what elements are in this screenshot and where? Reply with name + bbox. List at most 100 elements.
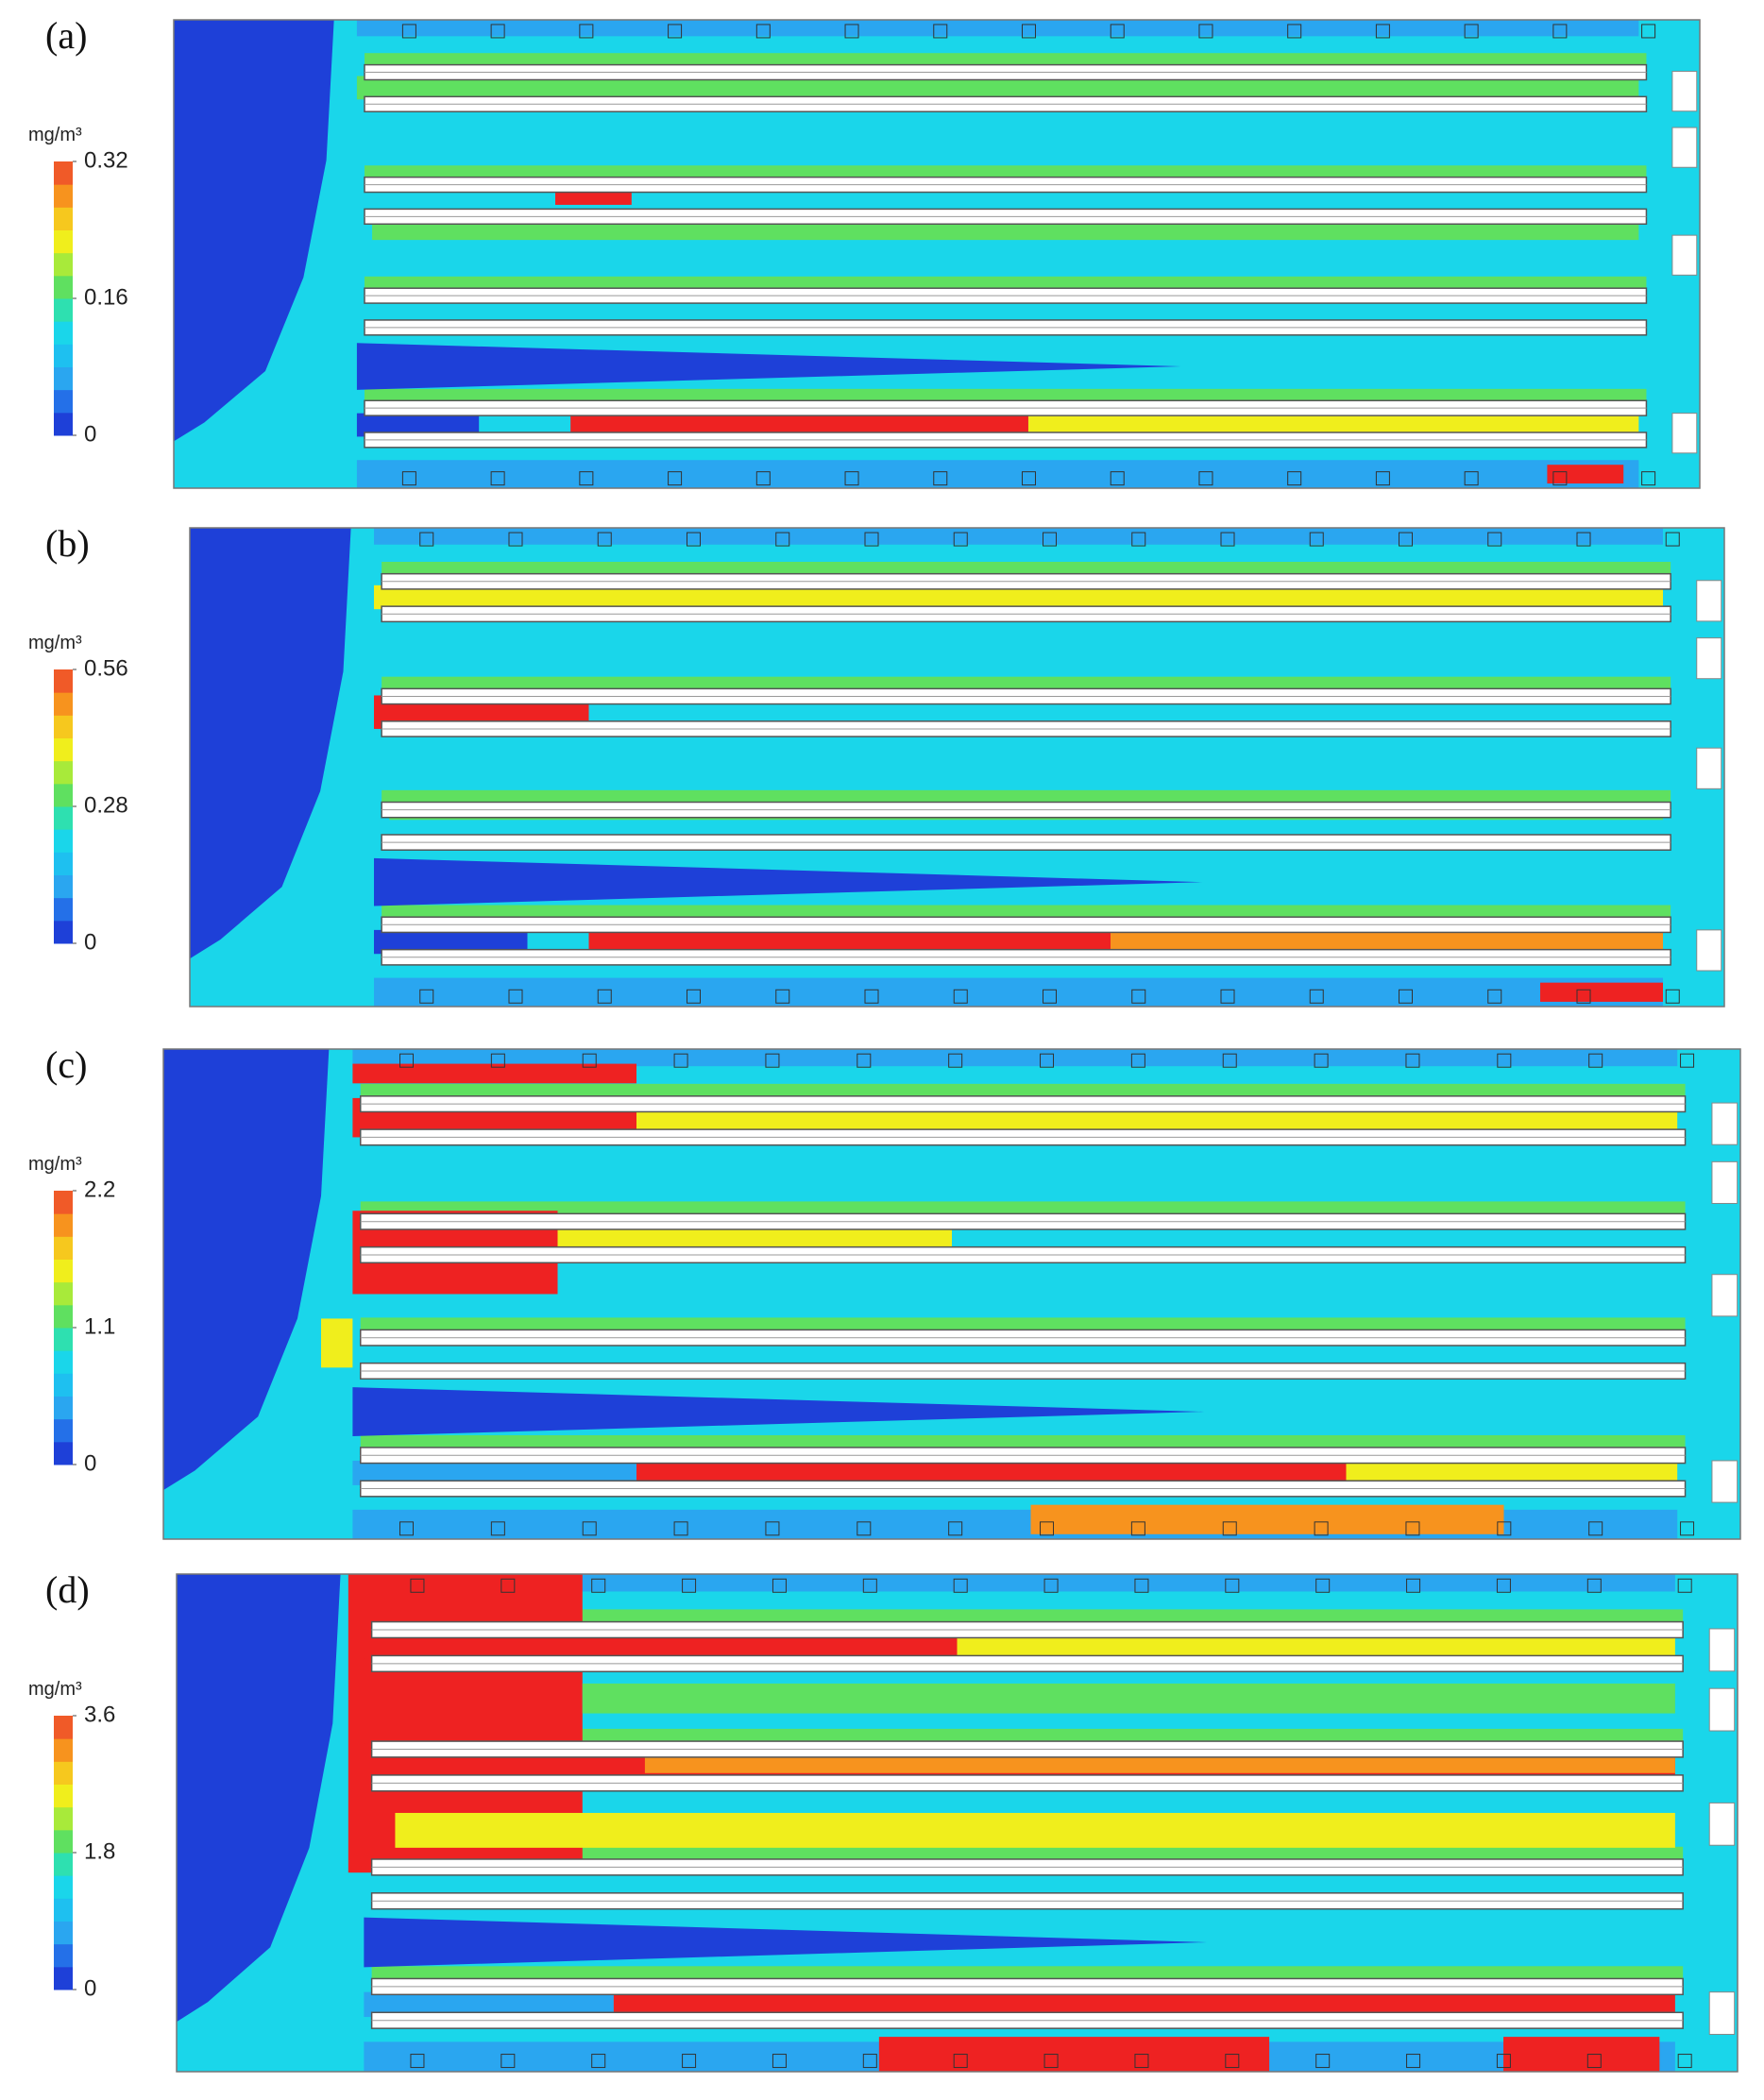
vent (1110, 471, 1125, 486)
vent (1314, 1053, 1329, 1068)
contour-region (356, 20, 1639, 37)
vent (857, 1053, 872, 1068)
contour-region (1547, 465, 1624, 484)
contour-region (352, 1049, 1678, 1067)
vent (682, 2054, 697, 2069)
frame (176, 1573, 1739, 2073)
vent (953, 989, 968, 1004)
vent (1665, 989, 1680, 1004)
low-region (352, 1387, 1205, 1437)
colorbar-step (54, 1373, 73, 1397)
colorbar-tick-label: 0 (84, 929, 96, 955)
vent (508, 989, 523, 1004)
vent (1315, 1578, 1331, 1593)
vent (591, 1578, 606, 1593)
vent (673, 1053, 688, 1068)
low-region (364, 1917, 1207, 1968)
contour-region (356, 460, 1639, 488)
vent (953, 2054, 968, 2069)
low-region (374, 857, 1203, 906)
vent (1496, 2054, 1511, 2069)
vent (1040, 1053, 1055, 1068)
vent (1588, 1521, 1603, 1536)
vent (765, 1521, 780, 1536)
vent (1665, 532, 1680, 547)
vent (1375, 471, 1390, 486)
colorbar-step (54, 1281, 73, 1306)
outlet (1696, 747, 1722, 789)
vent (687, 532, 701, 547)
vent (857, 1521, 872, 1536)
contour-region (395, 1812, 1675, 1848)
contour-region (365, 276, 1647, 289)
contour-region (371, 1966, 1684, 1979)
vent (755, 24, 771, 39)
colorbar-step (54, 1784, 73, 1808)
outlet (1696, 580, 1722, 622)
vent (765, 1053, 780, 1068)
vent (1487, 532, 1502, 547)
vent (1497, 1521, 1512, 1536)
vent (1130, 1053, 1145, 1068)
colorbar-step (54, 874, 73, 899)
vent (933, 24, 948, 39)
panel-label: (b) (45, 522, 90, 565)
colorbar-tick-label: 0 (84, 421, 96, 447)
colorbar-step (54, 1921, 73, 1945)
colorbar-tick-label: 0 (84, 1450, 96, 1476)
vent (1314, 1521, 1329, 1536)
vent (682, 1578, 697, 1593)
colorbar-step (54, 760, 73, 785)
vent (508, 532, 523, 547)
colorbar-unit: mg/m³ (28, 633, 82, 653)
colorbar-unit: mg/m³ (28, 1154, 82, 1175)
contour-region (382, 561, 1671, 574)
vent (1040, 1521, 1055, 1536)
vent (1677, 1578, 1692, 1593)
vent (755, 471, 771, 486)
outlet (1708, 1628, 1736, 1672)
colorbar-tick-label: 0.28 (84, 792, 128, 818)
colorbar-step (54, 1943, 73, 1968)
outlet (1711, 1160, 1739, 1204)
vent (1586, 1578, 1602, 1593)
low-region (190, 528, 351, 959)
panel (189, 527, 1725, 1008)
vent (1131, 532, 1146, 547)
vent (933, 471, 948, 486)
vent (1588, 1053, 1603, 1068)
vent (1576, 532, 1591, 547)
contour-region (1030, 1504, 1504, 1534)
vent (1496, 1578, 1511, 1593)
contour-region (364, 1574, 1675, 1592)
vent (1309, 532, 1324, 547)
colorbar-tick-label: 0.16 (84, 284, 128, 310)
vent (1315, 2054, 1331, 2069)
vent (687, 989, 701, 1004)
vent (1406, 1578, 1421, 1593)
vent (490, 1053, 505, 1068)
vent (775, 532, 790, 547)
vent (864, 989, 879, 1004)
contour-region (1503, 2037, 1660, 2072)
colorbar-step (54, 412, 73, 436)
contour-region (321, 1318, 353, 1368)
colorbar-tick-label: 3.6 (84, 1702, 115, 1727)
colorbar-step (54, 321, 73, 345)
vent (490, 24, 505, 39)
outlet (1671, 234, 1698, 276)
vent (410, 2054, 425, 2069)
contour-region (582, 1683, 1675, 1714)
colorbar-step (54, 783, 73, 807)
vent (1021, 24, 1036, 39)
vent (953, 532, 968, 547)
vent (1464, 24, 1479, 39)
colorbar-step (54, 1761, 73, 1785)
contour-region (360, 1317, 1686, 1330)
vent (1198, 471, 1213, 486)
vent (1405, 1521, 1420, 1536)
colorbar-step (54, 715, 73, 738)
vent (673, 1521, 688, 1536)
panel-label: (c) (45, 1043, 87, 1086)
low-region (163, 1049, 330, 1491)
